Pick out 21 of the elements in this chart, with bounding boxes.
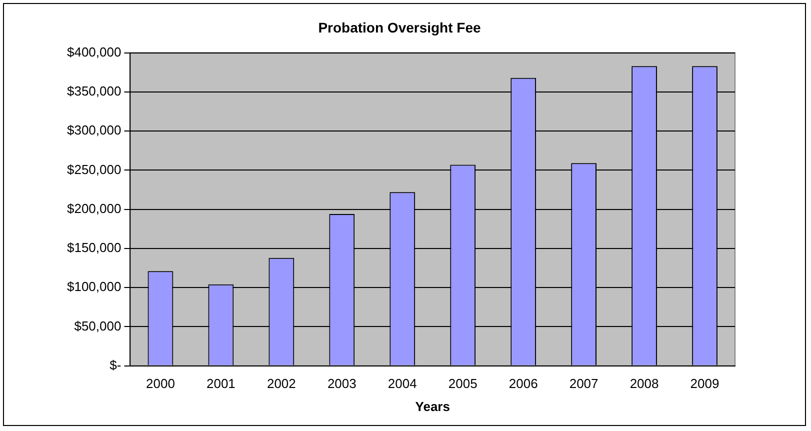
x-axis-title: Years bbox=[415, 398, 450, 414]
y-tick-label: $250,000 bbox=[66, 162, 122, 177]
x-tick-label: 2003 bbox=[327, 376, 356, 392]
x-tick-label: 2005 bbox=[448, 376, 478, 392]
x-tick-label: 2004 bbox=[388, 376, 417, 392]
y-tick-label: $100,000 bbox=[66, 279, 122, 294]
y-tick-label: $400,000 bbox=[66, 44, 122, 60]
x-tick-label: 2001 bbox=[206, 376, 236, 392]
y-tick-label: $300,000 bbox=[66, 122, 122, 138]
y-tick-label: $50,000 bbox=[74, 318, 122, 334]
y-tick-label: $- bbox=[110, 357, 122, 372]
x-tick-label: 2007 bbox=[569, 376, 598, 392]
x-tick-label: 2000 bbox=[146, 376, 175, 392]
x-tick-label: 2009 bbox=[690, 376, 720, 392]
y-tick-label: $200,000 bbox=[66, 200, 122, 216]
x-tick-label: 2002 bbox=[266, 376, 296, 392]
chart-title: Probation Oversight Fee bbox=[318, 19, 482, 36]
x-tick-label: 2006 bbox=[508, 376, 538, 392]
y-tick-label: $350,000 bbox=[66, 84, 122, 99]
y-tick-label: $150,000 bbox=[66, 240, 122, 256]
x-tick-label: 2008 bbox=[630, 376, 659, 392]
